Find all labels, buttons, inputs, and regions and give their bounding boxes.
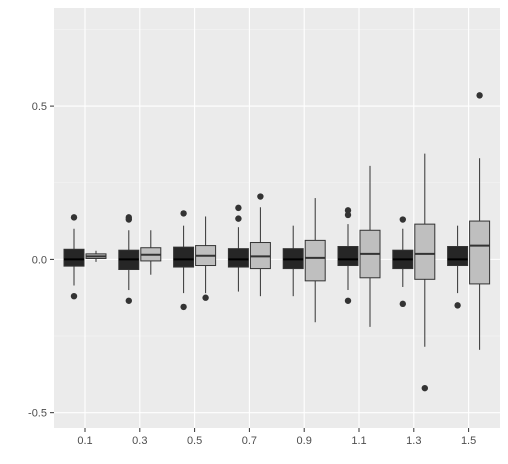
y-tick-label: -0.5	[28, 408, 47, 420]
outlier-point	[125, 297, 132, 304]
outlier-point	[399, 300, 406, 308]
box	[469, 220, 491, 285]
box	[227, 248, 249, 268]
box-group	[414, 153, 436, 392]
x-tick-label: 1.3	[406, 435, 421, 447]
outlier-point	[344, 297, 352, 304]
box-group	[195, 216, 217, 301]
x-axis: 0.1 0.3 0.5 0.7 0.9 1.1 1.3 1.5	[77, 428, 476, 447]
outlier-point	[399, 216, 406, 223]
box-group	[173, 210, 195, 311]
box	[304, 239, 326, 282]
x-tick-label: 0.5	[187, 435, 202, 447]
outlier-point	[125, 216, 132, 223]
box-group	[304, 198, 326, 323]
box-group	[249, 193, 271, 297]
y-tick-label: 0.0	[32, 254, 47, 266]
outlier-point	[421, 384, 428, 392]
x-tick-label: 1.1	[351, 435, 366, 447]
box-group	[282, 225, 304, 297]
box	[337, 246, 359, 267]
box	[447, 246, 469, 267]
boxes-layer	[63, 92, 491, 392]
box-group	[227, 204, 249, 292]
outlier-point	[344, 211, 352, 219]
x-tick-label: 0.7	[242, 435, 257, 447]
x-tick-label: 0.9	[297, 435, 312, 447]
grid-lines	[54, 8, 500, 428]
outlier-point	[235, 204, 242, 212]
outlier-point	[180, 303, 187, 311]
outlier-point	[202, 294, 209, 301]
box	[173, 246, 195, 268]
x-tick-label: 0.3	[132, 435, 147, 447]
outlier-point	[70, 214, 78, 221]
outlier-point	[70, 292, 78, 300]
box-group	[392, 216, 414, 308]
outlier-point	[344, 207, 352, 214]
box-group	[447, 225, 469, 309]
box-group	[118, 214, 140, 304]
box-group	[63, 214, 85, 300]
box	[414, 223, 436, 280]
y-tick-label: 0.5	[32, 101, 47, 113]
outlier-point	[454, 302, 461, 309]
x-tick-label: 1.5	[461, 435, 476, 447]
box-group	[140, 230, 162, 275]
outlier-point	[476, 92, 483, 99]
box	[63, 248, 85, 267]
y-axis: -0.5 0.0 0.5	[28, 101, 54, 420]
box-group	[359, 165, 381, 327]
box-group	[469, 92, 491, 350]
outlier-point	[235, 215, 242, 222]
x-tick-label: 0.1	[77, 435, 92, 447]
box-group	[85, 250, 107, 262]
outlier-point	[180, 210, 187, 217]
outlier-point	[257, 193, 264, 200]
box-group	[337, 207, 359, 304]
plot-panel	[54, 8, 500, 428]
